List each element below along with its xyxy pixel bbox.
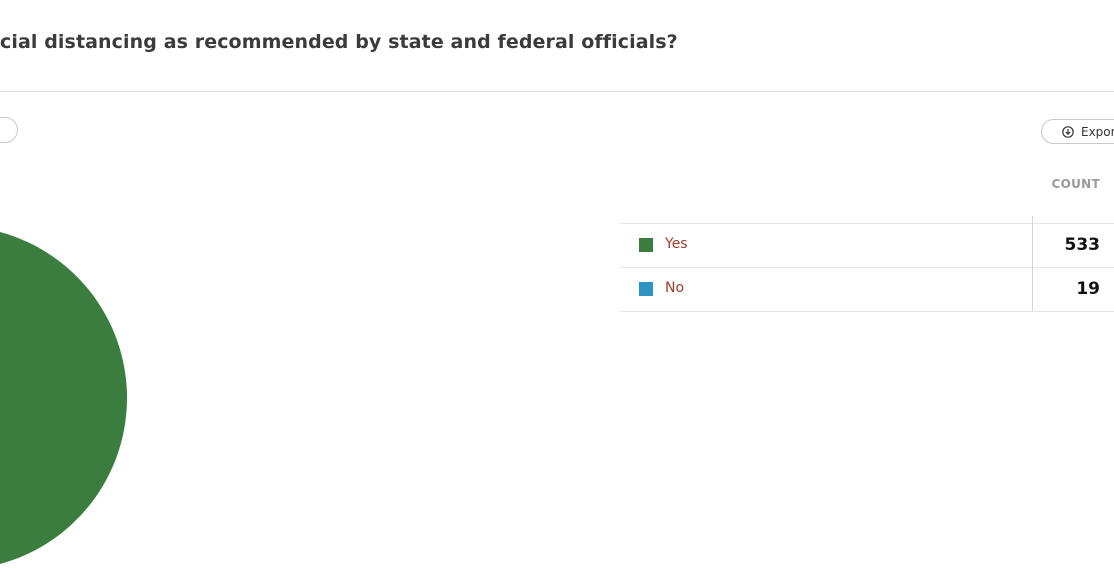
question-title: cial distancing as recommended by state … bbox=[0, 31, 678, 53]
option-count: 19 bbox=[1076, 279, 1100, 299]
column-divider bbox=[1032, 216, 1033, 311]
legend-swatch bbox=[639, 282, 653, 296]
table-row: Yes 533 bbox=[620, 223, 1114, 267]
pie-chart bbox=[0, 232, 127, 564]
table-row: No 19 bbox=[620, 267, 1114, 312]
export-label: Export bbox=[1081, 124, 1114, 139]
pie-slice bbox=[0, 232, 127, 564]
results-table: Yes 533 No 19 bbox=[620, 223, 1114, 312]
option-label: Yes bbox=[665, 236, 688, 252]
export-button[interactable]: Export bbox=[1041, 119, 1114, 144]
column-header: COUNT bbox=[1051, 177, 1100, 191]
option-label: No bbox=[665, 280, 685, 296]
legend-swatch bbox=[639, 238, 653, 252]
export-icon bbox=[1062, 125, 1074, 138]
option-count: 533 bbox=[1064, 235, 1101, 255]
divider bbox=[0, 91, 1114, 92]
